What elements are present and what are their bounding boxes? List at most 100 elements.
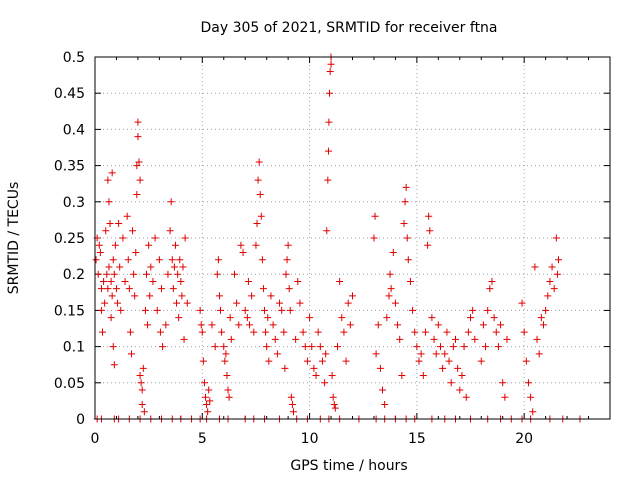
data-point [524, 379, 532, 387]
data-point [166, 227, 174, 235]
data-point [386, 270, 394, 278]
data-point [292, 335, 300, 343]
data-point [379, 386, 387, 394]
data-point [100, 277, 108, 285]
data-point [346, 321, 354, 329]
data-point [248, 292, 256, 300]
data-point [286, 306, 294, 314]
data-point [322, 350, 330, 358]
data-point [283, 256, 291, 264]
data-point [123, 212, 131, 220]
chart-title: Day 305 of 2021, SRMTID for receiver ftn… [200, 20, 497, 36]
y-tick-label: 0.5 [63, 50, 85, 66]
data-point [151, 234, 159, 242]
data-point [533, 335, 541, 343]
data-point [103, 270, 111, 278]
data-point [111, 241, 119, 249]
data-point [276, 299, 284, 307]
data-point [501, 393, 509, 401]
data-point [217, 306, 225, 314]
data-point [503, 335, 511, 343]
y-tick-label: 0.45 [54, 86, 85, 102]
data-point [114, 299, 122, 307]
plot-frame [94, 56, 611, 420]
data-point [110, 361, 118, 369]
data-point [105, 198, 113, 206]
data-point [107, 314, 115, 322]
x-tick-label: 10 [301, 431, 319, 447]
data-point [371, 212, 379, 220]
data-point [404, 256, 412, 264]
data-point [110, 270, 118, 278]
data-point [462, 393, 470, 401]
data-point [156, 328, 164, 336]
data-point [169, 285, 177, 293]
data-point [434, 321, 442, 329]
data-point [178, 292, 186, 300]
data-point [401, 198, 409, 206]
data-point [203, 401, 211, 409]
data-point [109, 256, 117, 264]
data-point [159, 343, 167, 351]
data-point [456, 386, 464, 394]
data-point [134, 118, 142, 126]
data-point [244, 277, 252, 285]
data-point [310, 364, 318, 372]
data-point [170, 263, 178, 271]
data-point [230, 270, 238, 278]
data-point [144, 321, 152, 329]
data-point [323, 227, 331, 235]
data-point [200, 379, 208, 387]
data-point [96, 248, 104, 256]
y-tick-label: 0.2 [63, 267, 85, 283]
data-point [115, 220, 123, 228]
data-point [318, 357, 326, 365]
data-point [314, 328, 322, 336]
data-point [134, 133, 142, 141]
data-point [531, 263, 539, 271]
data-point [246, 321, 253, 329]
data-point [131, 292, 139, 300]
data-point [447, 379, 455, 387]
data-point [550, 285, 558, 293]
data-point [136, 176, 144, 184]
data-point [490, 314, 498, 322]
data-point [400, 220, 408, 228]
data-point [281, 364, 289, 372]
data-point [95, 241, 103, 249]
x-tick-label: 5 [198, 431, 207, 447]
data-point [406, 277, 414, 285]
data-point [124, 256, 132, 264]
data-point [250, 328, 258, 336]
data-point [256, 191, 264, 199]
data-point [130, 270, 138, 278]
data-point [222, 350, 230, 358]
data-point [180, 335, 188, 343]
data-point [428, 314, 436, 322]
data-point [146, 292, 154, 300]
data-point [316, 343, 324, 351]
data-point [374, 321, 382, 329]
data-point [241, 306, 249, 314]
data-point [171, 241, 179, 249]
data-point [548, 263, 556, 271]
data-point [520, 328, 528, 336]
data-point [162, 321, 170, 329]
data-point [132, 248, 140, 256]
data-point [289, 408, 297, 416]
data-point [488, 277, 496, 285]
data-point [479, 321, 487, 329]
data-point [340, 328, 348, 336]
data-point [396, 335, 404, 343]
data-point [338, 314, 346, 322]
data-point [105, 263, 113, 271]
data-point [376, 364, 384, 372]
data-point [415, 357, 423, 365]
data-point [121, 277, 129, 285]
data-point [436, 343, 444, 351]
data-point [126, 328, 134, 336]
data-point [326, 89, 334, 97]
data-point [199, 357, 207, 365]
data-point [409, 306, 417, 314]
